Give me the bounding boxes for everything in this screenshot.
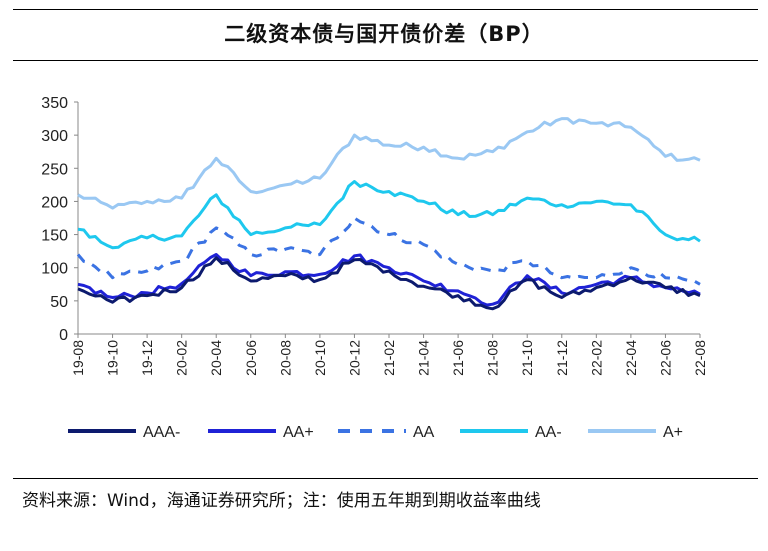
x-tick-label: 22-04 [623, 340, 639, 376]
top-rule [13, 9, 758, 10]
y-tick-label: 250 [41, 161, 68, 178]
x-tick-label: 21-08 [485, 340, 501, 376]
legend-label-AA: AA [413, 424, 435, 441]
x-tick-label: 19-08 [70, 340, 86, 376]
line-chart: 0 50 100 150 200 250 300 350 19-08 19-10 19-12 20-… [41, 95, 708, 441]
title-rule [13, 60, 758, 61]
y-tick-label: 50 [50, 294, 68, 311]
series-line-AA+ [77, 253, 701, 307]
series-line-AAA- [77, 256, 701, 311]
x-tick-label: 21-12 [554, 340, 570, 376]
chart-title: 二级资本债与国开债价差（BP） [224, 22, 544, 46]
series-lines [76, 117, 701, 311]
footer-rule [13, 478, 758, 479]
x-tick-label: 20-02 [174, 340, 190, 376]
legend-label-A+: A+ [663, 424, 683, 441]
x-tick-label: 22-02 [588, 340, 604, 376]
y-tick-label: 300 [41, 128, 68, 145]
x-tick-label: 20-12 [346, 340, 362, 376]
x-axis: 19-08 19-10 19-12 20-02 20-04 20-06 20-08 20-10… [70, 333, 708, 376]
legend: AAA- AA+ AA AA- A+ [68, 424, 683, 441]
y-tick-label: 350 [41, 95, 68, 112]
y-tick-label: 200 [41, 194, 68, 211]
x-tick-label: 20-04 [208, 340, 224, 376]
source-note: 资料来源：Wind，海通证券研究所；注：使用五年期到期收益率曲线 [22, 491, 541, 511]
y-tick-label: 100 [41, 261, 68, 278]
x-tick-label: 21-06 [450, 340, 466, 376]
x-tick-label: 19-10 [105, 340, 121, 376]
x-tick-label: 21-10 [519, 340, 535, 376]
series-line-AA- [77, 180, 701, 250]
series-line-A+ [77, 117, 701, 210]
y-tick-label: 150 [41, 228, 68, 245]
x-tick-label: 20-10 [312, 340, 328, 376]
series-line-AA [76, 216, 701, 286]
x-tick-label: 22-08 [692, 340, 708, 376]
x-tick-label: 20-08 [277, 340, 293, 376]
x-tick-label: 20-06 [243, 340, 259, 376]
legend-label-AAA-: AAA- [143, 424, 180, 441]
legend-label-AA-: AA- [535, 424, 562, 441]
legend-label-AA+: AA+ [283, 424, 314, 441]
x-tick-label: 21-04 [416, 340, 432, 376]
x-tick-label: 19-12 [139, 340, 155, 376]
y-tick-label: 0 [59, 327, 68, 344]
x-tick-label: 21-02 [381, 340, 397, 376]
x-tick-label: 22-06 [657, 340, 673, 376]
y-axis: 0 50 100 150 200 250 300 350 [41, 95, 79, 344]
